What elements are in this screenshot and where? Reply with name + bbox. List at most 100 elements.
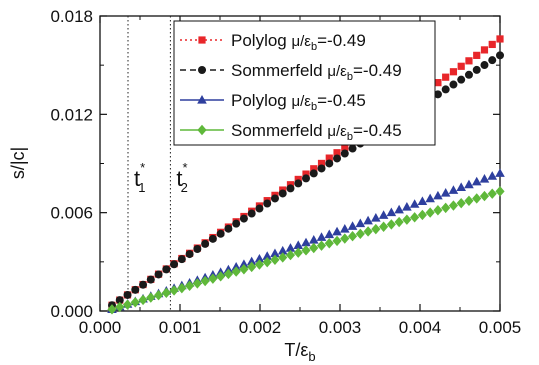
data-point bbox=[325, 154, 333, 162]
legend-marker-3 bbox=[197, 95, 207, 104]
data-point bbox=[185, 250, 194, 259]
data-point bbox=[293, 247, 303, 258]
data-point bbox=[488, 40, 496, 49]
data-point bbox=[239, 259, 249, 268]
data-point bbox=[442, 73, 450, 81]
data-point bbox=[448, 185, 459, 194]
data-point bbox=[162, 265, 171, 274]
data-point bbox=[457, 62, 465, 70]
data-point bbox=[355, 218, 366, 228]
x-axis-title: T/εb bbox=[284, 340, 315, 364]
data-point bbox=[472, 193, 482, 204]
data-point bbox=[363, 215, 373, 225]
data-point bbox=[270, 254, 280, 266]
data-point bbox=[386, 219, 396, 230]
data-point bbox=[457, 75, 466, 84]
data-point bbox=[386, 207, 397, 217]
legend-label-3: Polylog μ/εb=-0.45 bbox=[231, 91, 366, 113]
axis-ticks: 0.000 0.001 0.002 0.003 0.004 0.005 0.000 0.006… bbox=[50, 7, 521, 337]
data-point bbox=[123, 290, 132, 299]
data-point bbox=[417, 196, 428, 206]
data-point bbox=[441, 85, 450, 94]
data-point bbox=[270, 194, 279, 203]
data-point bbox=[254, 253, 265, 263]
y-tick-label: 0.000 bbox=[50, 302, 93, 321]
data-point bbox=[169, 285, 179, 296]
data-point bbox=[448, 200, 459, 211]
data-point bbox=[464, 70, 473, 79]
data-point bbox=[465, 57, 473, 65]
data-point bbox=[294, 179, 303, 188]
data-point bbox=[278, 252, 288, 263]
data-point bbox=[378, 210, 389, 219]
data-point bbox=[239, 214, 248, 223]
data-point bbox=[340, 224, 350, 233]
data-point bbox=[277, 245, 288, 255]
data-point bbox=[464, 195, 474, 207]
data-point bbox=[479, 190, 490, 202]
data-point bbox=[496, 35, 504, 43]
data-point bbox=[309, 169, 318, 178]
data-point bbox=[146, 275, 155, 284]
data-point bbox=[294, 175, 302, 184]
data-point bbox=[324, 229, 335, 239]
data-point bbox=[185, 280, 195, 291]
legend-box bbox=[173, 20, 436, 146]
data-point bbox=[332, 235, 342, 247]
data-point bbox=[347, 231, 358, 242]
data-point bbox=[302, 170, 310, 178]
data-point bbox=[193, 244, 202, 253]
data-point bbox=[201, 239, 210, 248]
data-point bbox=[347, 221, 358, 230]
data-point bbox=[301, 237, 311, 247]
data-point bbox=[254, 259, 265, 270]
data-point bbox=[293, 240, 304, 250]
data-point bbox=[146, 292, 156, 303]
data-point bbox=[216, 271, 226, 282]
legend-label-4: Sommerfeld μ/εb=-0.45 bbox=[231, 121, 402, 143]
data-point bbox=[224, 224, 233, 233]
x-tick-label: 0.000 bbox=[79, 318, 122, 337]
data-point bbox=[363, 226, 373, 237]
data-point bbox=[488, 56, 497, 65]
data-point bbox=[479, 173, 490, 183]
data-point bbox=[371, 213, 381, 222]
data-point bbox=[262, 251, 272, 260]
data-point bbox=[487, 171, 498, 180]
data-point bbox=[425, 207, 435, 218]
data-point bbox=[340, 149, 349, 158]
data-point bbox=[153, 290, 164, 301]
data-point bbox=[332, 226, 342, 236]
series-4 bbox=[107, 186, 505, 315]
data-point bbox=[325, 159, 334, 168]
data-point bbox=[231, 266, 241, 277]
data-point bbox=[317, 164, 326, 173]
data-point bbox=[130, 297, 140, 308]
data-point bbox=[239, 264, 249, 275]
data-point bbox=[402, 214, 412, 225]
data-point bbox=[247, 261, 257, 273]
data-point bbox=[394, 216, 404, 228]
data-point bbox=[433, 90, 442, 99]
data-point bbox=[263, 199, 272, 208]
data-point bbox=[495, 168, 505, 177]
data-point bbox=[208, 234, 217, 243]
data-point bbox=[278, 189, 287, 198]
data-point bbox=[302, 174, 310, 183]
legend-label-2: Sommerfeld μ/εb=-0.49 bbox=[231, 61, 402, 83]
legend: Polylog μ/εb=-0.49 Sommerfeld μ/εb=-0.49 P… bbox=[180, 31, 402, 143]
data-point bbox=[433, 190, 443, 200]
data-point bbox=[246, 256, 257, 266]
data-point bbox=[464, 179, 474, 189]
data-point bbox=[308, 234, 319, 244]
data-point bbox=[223, 268, 233, 280]
x-tick-label: 0.002 bbox=[239, 318, 282, 337]
data-point bbox=[348, 144, 357, 153]
data-point bbox=[316, 232, 327, 241]
data-point bbox=[324, 238, 334, 249]
data-point bbox=[131, 285, 140, 294]
data-point bbox=[122, 299, 133, 310]
data-point bbox=[316, 240, 327, 251]
